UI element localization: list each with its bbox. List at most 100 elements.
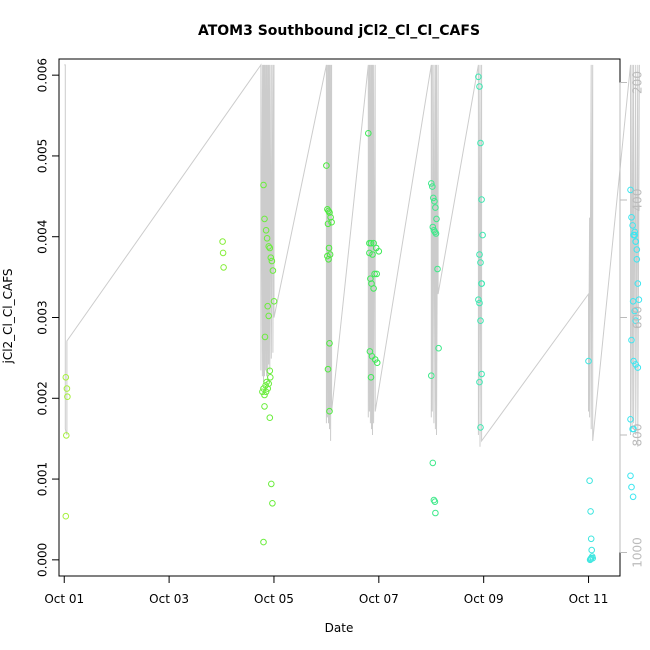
data-point <box>263 235 271 242</box>
data-point <box>62 512 70 520</box>
data-point <box>432 509 439 517</box>
data-point <box>323 162 330 169</box>
y2-axis: 200 400 600 800 1000 <box>619 71 645 568</box>
data-point <box>63 385 71 392</box>
data-point <box>631 307 639 315</box>
data-point <box>262 388 270 396</box>
data-point <box>633 256 641 263</box>
data-point <box>477 259 484 266</box>
data-point <box>369 251 376 258</box>
y2-tick-label: 800 <box>631 424 645 447</box>
data-point <box>268 257 276 265</box>
data-point <box>629 298 637 305</box>
data-point <box>587 554 595 562</box>
data-point <box>269 500 276 507</box>
x-tick-label: Oct 05 <box>254 592 294 606</box>
y-tick-label: 0.005 <box>36 139 50 173</box>
data-point <box>266 244 274 252</box>
data-point <box>429 183 436 190</box>
y-axis: 0.000 0.001 0.002 0.003 0.004 0.005 0.006 <box>36 58 59 577</box>
y-tick-label: 0.002 <box>36 381 50 415</box>
data-point <box>585 357 592 365</box>
data-point <box>475 296 482 304</box>
data-point <box>370 285 377 292</box>
line-series-0 <box>64 63 640 447</box>
data-point <box>430 194 437 202</box>
point-layer <box>62 73 643 564</box>
data-point <box>627 472 634 480</box>
data-point <box>261 403 268 410</box>
x-axis-label: Date <box>325 621 354 635</box>
data-point <box>261 215 268 223</box>
data-point <box>328 218 335 226</box>
data-point <box>219 249 227 257</box>
y-tick-label: 0.004 <box>36 220 50 254</box>
data-point <box>325 256 332 263</box>
data-point <box>267 374 274 381</box>
y-axis-label: jCl2_Cl_Cl_CAFS <box>1 268 15 364</box>
data-point <box>260 538 267 546</box>
data-point <box>266 414 274 422</box>
data-point <box>265 312 273 320</box>
data-point <box>478 370 485 378</box>
y-tick-label: 0.006 <box>36 58 50 92</box>
data-point <box>62 374 70 381</box>
data-point <box>633 246 641 253</box>
data-point <box>260 181 267 189</box>
data-point <box>268 480 275 488</box>
y2-tick-label: 200 <box>631 71 645 94</box>
data-point <box>477 139 484 147</box>
data-point <box>324 252 331 260</box>
data-point <box>587 535 595 543</box>
data-point <box>324 220 332 228</box>
data-point <box>365 130 372 137</box>
y2-tick-label: 400 <box>631 189 645 212</box>
data-point <box>631 228 639 236</box>
line-layer <box>64 63 640 447</box>
data-point <box>220 264 227 271</box>
data-point <box>587 508 594 515</box>
data-point <box>476 299 483 307</box>
data-point <box>634 280 642 287</box>
data-point <box>270 298 278 305</box>
data-point <box>478 196 485 203</box>
data-point <box>432 204 439 211</box>
data-point <box>630 425 637 433</box>
data-point <box>432 230 440 237</box>
data-point <box>428 180 435 187</box>
x-axis: Oct 01 Oct 03 Oct 05 Oct 07 Oct 09 Oct 11 <box>44 576 608 606</box>
data-point <box>476 83 483 90</box>
data-point <box>64 393 71 401</box>
data-point <box>431 197 438 205</box>
data-point <box>325 207 332 215</box>
data-point <box>265 243 273 250</box>
data-point <box>628 214 635 221</box>
data-point <box>371 270 378 278</box>
y-tick-label: 0.001 <box>36 462 50 496</box>
data-point <box>635 296 643 304</box>
data-point <box>429 459 437 467</box>
data-point <box>267 254 275 262</box>
x-tick-label: Oct 09 <box>464 592 504 606</box>
data-point <box>586 477 593 485</box>
y2-tick-label: 1000 <box>631 537 645 568</box>
plot-frame <box>58 58 621 577</box>
data-point <box>63 432 70 439</box>
data-point <box>326 340 333 347</box>
data-point <box>634 364 642 371</box>
data-point <box>373 359 381 367</box>
data-point <box>428 372 435 380</box>
data-point <box>375 248 383 255</box>
x-tick-label: Oct 07 <box>359 592 399 606</box>
data-point <box>431 498 439 506</box>
data-point <box>627 186 634 194</box>
data-point <box>587 555 594 563</box>
data-point <box>629 222 636 229</box>
data-point <box>262 227 270 234</box>
data-point <box>476 251 483 258</box>
data-point <box>324 365 332 373</box>
data-point <box>629 493 637 501</box>
data-point <box>327 214 334 221</box>
data-point <box>477 317 484 325</box>
